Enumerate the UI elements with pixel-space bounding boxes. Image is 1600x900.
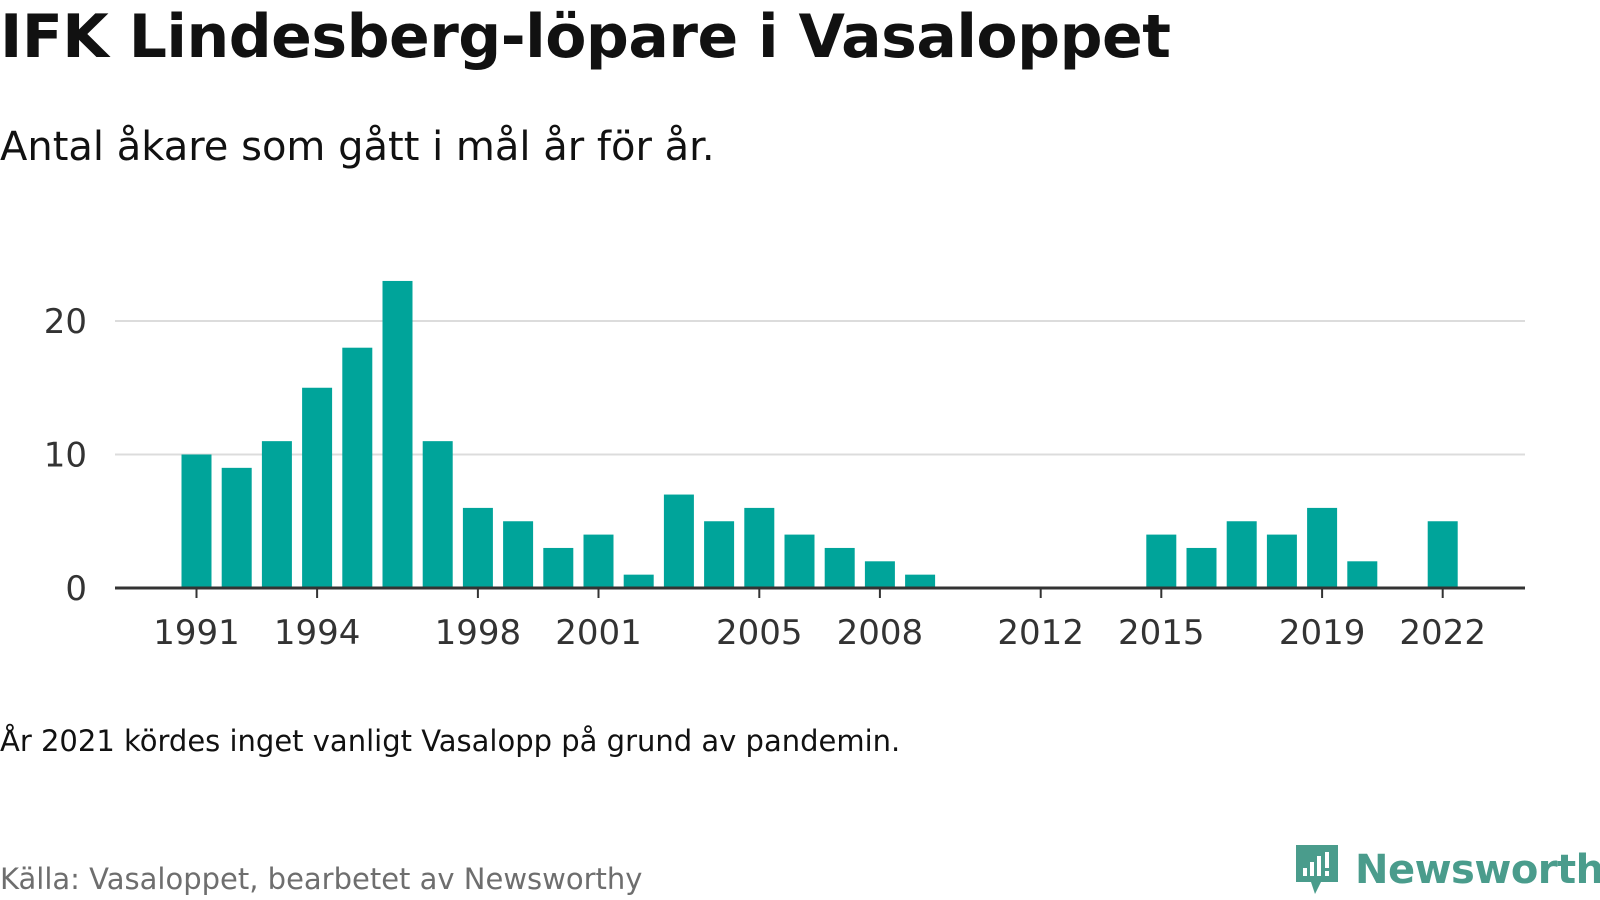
x-tick-label: 2012 — [997, 613, 1084, 653]
bar-chart: 0 10 20 1991 1994 1998 2001 2005 2008 2012 2015 20… — [44, 280, 1525, 653]
chart-note: År 2021 kördes inget vanligt Vasalopp på… — [0, 724, 901, 758]
x-tick-label: 1994 — [274, 613, 361, 653]
newsworthy-logo-icon — [1296, 845, 1338, 894]
bar-2008 — [864, 561, 895, 588]
x-tick-label: 2022 — [1399, 613, 1486, 653]
bar-2020 — [1347, 561, 1378, 588]
bar-2005 — [744, 507, 775, 588]
x-tick-label: 2005 — [716, 613, 803, 653]
chart-subtitle: Antal åkare som gått i mål år för år. — [0, 124, 715, 170]
bar-2018 — [1266, 534, 1297, 588]
bar-1991 — [181, 454, 212, 588]
bar-1997 — [422, 441, 453, 588]
x-tick-label: 2015 — [1118, 613, 1205, 653]
bar-2002 — [623, 574, 654, 588]
bar-1992 — [221, 467, 252, 588]
x-axis-ticks: 1991 1994 1998 2001 2005 2008 2012 2015 2019 2022 — [153, 588, 1486, 653]
bar-2017 — [1226, 521, 1257, 588]
newsworthy-logo: Newsworthy — [1293, 840, 1600, 900]
bar-2004 — [704, 521, 735, 588]
bar-1996 — [382, 280, 413, 588]
bar-2009 — [905, 574, 936, 588]
bars — [181, 280, 1458, 588]
x-tick-label: 2001 — [555, 613, 642, 653]
logo-text: Newsworthy — [1355, 847, 1600, 893]
bar-1994 — [302, 387, 333, 588]
y-tick-label: 20 — [44, 302, 87, 342]
bar-1998 — [462, 507, 493, 588]
bar-2000 — [543, 547, 574, 588]
bar-1995 — [342, 347, 373, 588]
x-tick-label: 1998 — [435, 613, 522, 653]
bar-2006 — [784, 534, 815, 588]
bar-1993 — [261, 441, 292, 588]
bar-1999 — [503, 521, 534, 588]
y-axis-ticks: 0 10 20 — [44, 302, 87, 609]
x-tick-label: 1991 — [153, 613, 240, 653]
y-tick-label: 0 — [65, 569, 87, 609]
bar-2016 — [1186, 547, 1217, 588]
source-text: Källa: Vasaloppet, bearbetet av Newswort… — [0, 862, 643, 896]
bar-2015 — [1146, 534, 1177, 588]
bar-2003 — [663, 494, 694, 588]
chart-title: IFK Lindesberg-löpare i Vasaloppet — [0, 2, 1171, 72]
bar-2019 — [1307, 507, 1338, 588]
bar-2007 — [824, 547, 855, 588]
bar-2001 — [583, 534, 614, 588]
x-tick-label: 2008 — [837, 613, 924, 653]
x-tick-label: 2019 — [1279, 613, 1366, 653]
bar-2022 — [1427, 521, 1458, 588]
y-tick-label: 10 — [44, 436, 87, 476]
